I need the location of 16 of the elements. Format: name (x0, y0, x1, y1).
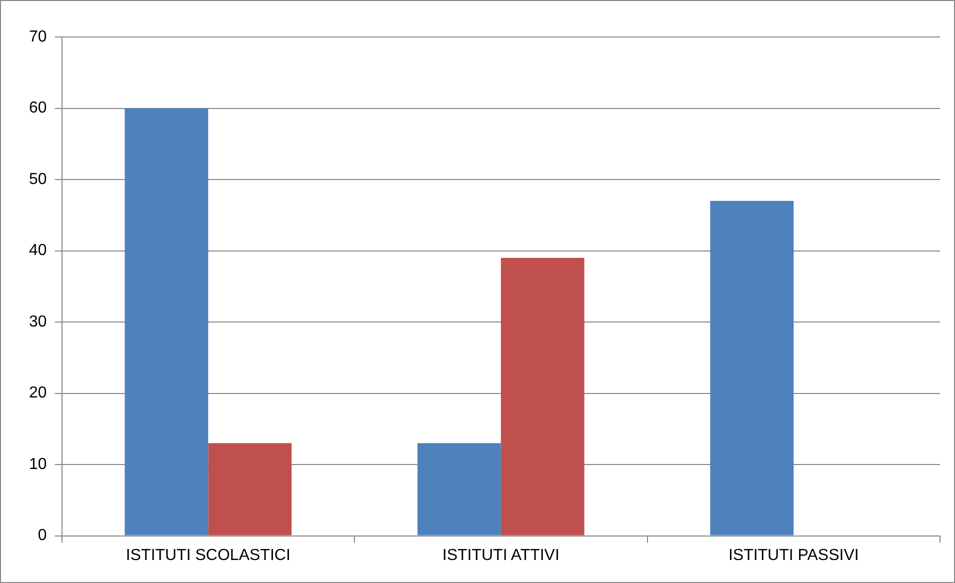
y-tick-label: 30 (29, 313, 47, 330)
y-tick-label: 0 (38, 527, 47, 544)
y-tick-label: 50 (29, 170, 47, 188)
y-tick-label: 20 (29, 384, 47, 402)
bar (208, 443, 292, 536)
x-tick-label: ISTITUTI ATTIVI (442, 546, 560, 564)
x-tick-label: ISTITUTI PASSIVI (728, 546, 859, 564)
y-tick-label: 70 (29, 28, 47, 46)
bar (124, 108, 208, 536)
y-tick-label: 40 (29, 242, 47, 260)
x-tick-label: ISTITUTI SCOLASTICI (126, 546, 290, 564)
bar (417, 443, 501, 536)
y-tick-label: 10 (29, 456, 47, 473)
bar (710, 200, 794, 536)
bar (500, 258, 584, 536)
y-tick-label: 60 (29, 100, 47, 117)
